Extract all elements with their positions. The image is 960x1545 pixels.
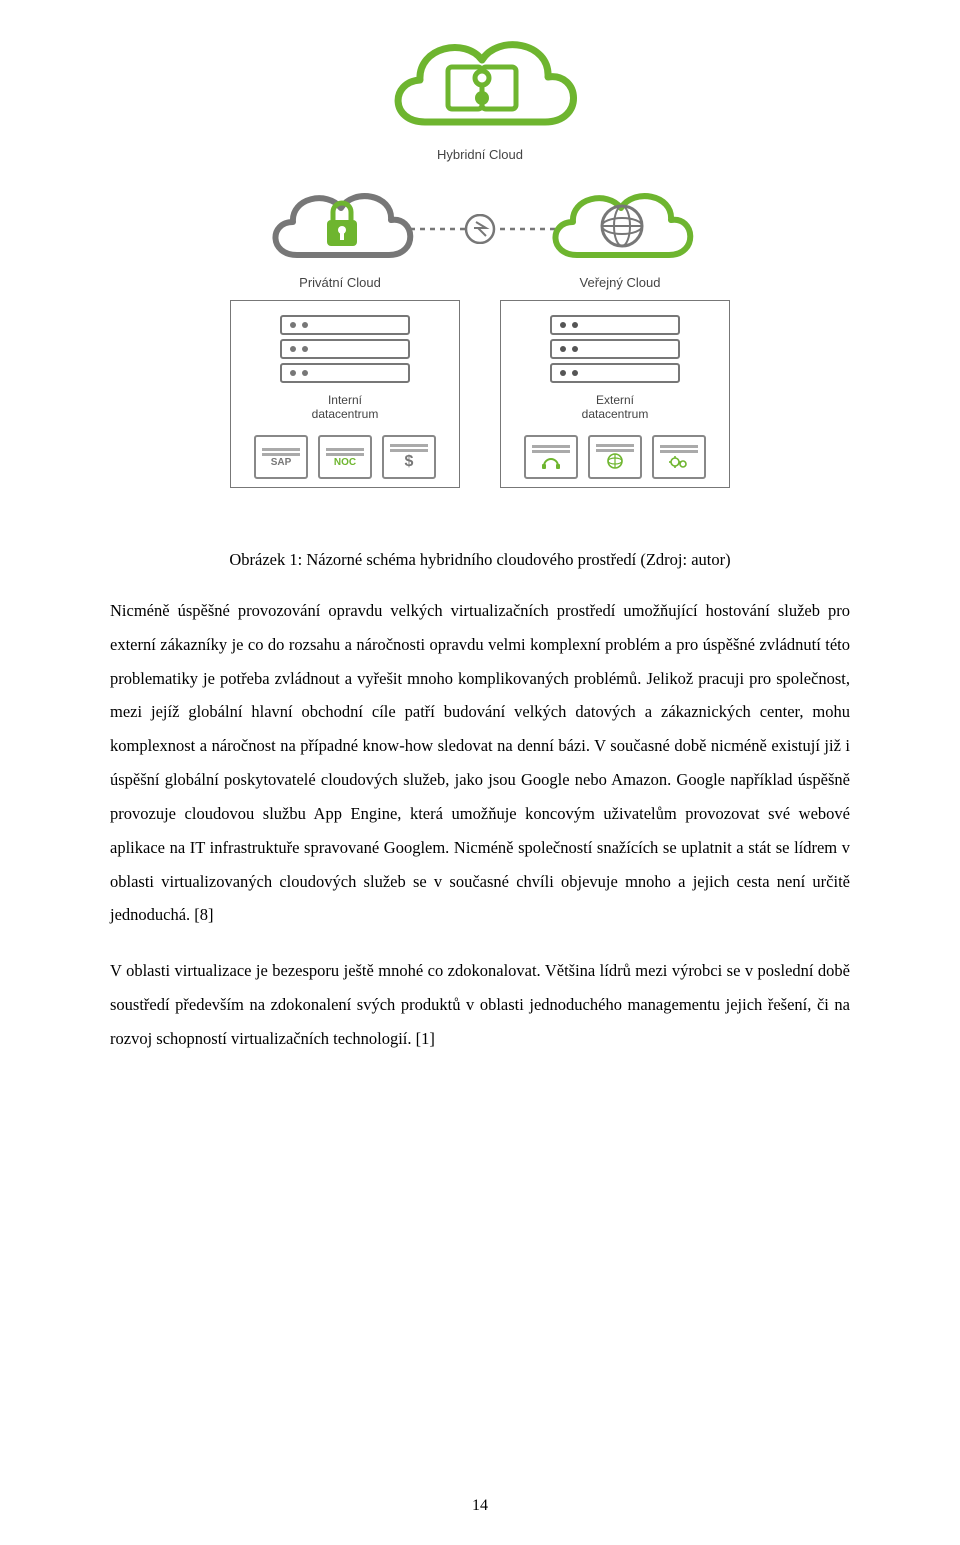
external-dc-label: Externí datacentrum xyxy=(582,393,649,421)
mini-headset-icon xyxy=(524,435,578,479)
document-body: Obrázek 1: Názorné schéma hybridního clo… xyxy=(0,488,960,1056)
mini-dollar-icon: $ xyxy=(382,435,436,479)
private-cloud-label: Privátní Cloud xyxy=(299,275,381,290)
mini-sap-icon: SAP xyxy=(254,435,308,479)
datacenter-row: Interní datacentrum SAP NOC $ xyxy=(230,300,730,488)
page-number: 14 xyxy=(0,1497,960,1515)
external-dc-box: Externí datacentrum xyxy=(500,300,730,488)
mini-sap-label: SAP xyxy=(271,457,292,468)
hybrid-cloud-icon xyxy=(370,12,590,147)
internal-dc-box: Interní datacentrum SAP NOC $ xyxy=(230,300,460,488)
diagram: Hybridní Cloud Privátní Cloud xyxy=(0,0,960,488)
external-app-icons xyxy=(524,435,706,479)
internal-dc-label: Interní datacentrum xyxy=(312,393,379,421)
private-cloud-block: Privátní Cloud xyxy=(255,170,425,290)
hybrid-cloud-label: Hybridní Cloud xyxy=(437,147,523,162)
internal-app-icons: SAP NOC $ xyxy=(254,435,436,479)
mini-noc-label: NOC xyxy=(334,457,356,468)
server-stack-icon xyxy=(280,315,410,383)
mini-noc-icon: NOC xyxy=(318,435,372,479)
figure-caption: Obrázek 1: Názorné schéma hybridního clo… xyxy=(110,550,850,570)
paragraph: Nicméně úspěšné provozování opravdu velk… xyxy=(110,594,850,932)
paragraph: V oblasti virtualizace je bezesporu ješt… xyxy=(110,954,850,1055)
server-stack-icon xyxy=(550,315,680,383)
mini-www-icon xyxy=(588,435,642,479)
public-cloud-icon xyxy=(535,170,705,275)
hybrid-cloud-block: Hybridní Cloud xyxy=(370,12,590,162)
mini-gears-icon xyxy=(652,435,706,479)
mini-dollar-label: $ xyxy=(405,453,414,471)
public-cloud-label: Veřejný Cloud xyxy=(580,275,661,290)
private-cloud-icon xyxy=(255,170,425,275)
cloud-row: Privátní Cloud Veřejný Cloud xyxy=(255,170,705,290)
public-cloud-block: Veřejný Cloud xyxy=(535,170,705,290)
